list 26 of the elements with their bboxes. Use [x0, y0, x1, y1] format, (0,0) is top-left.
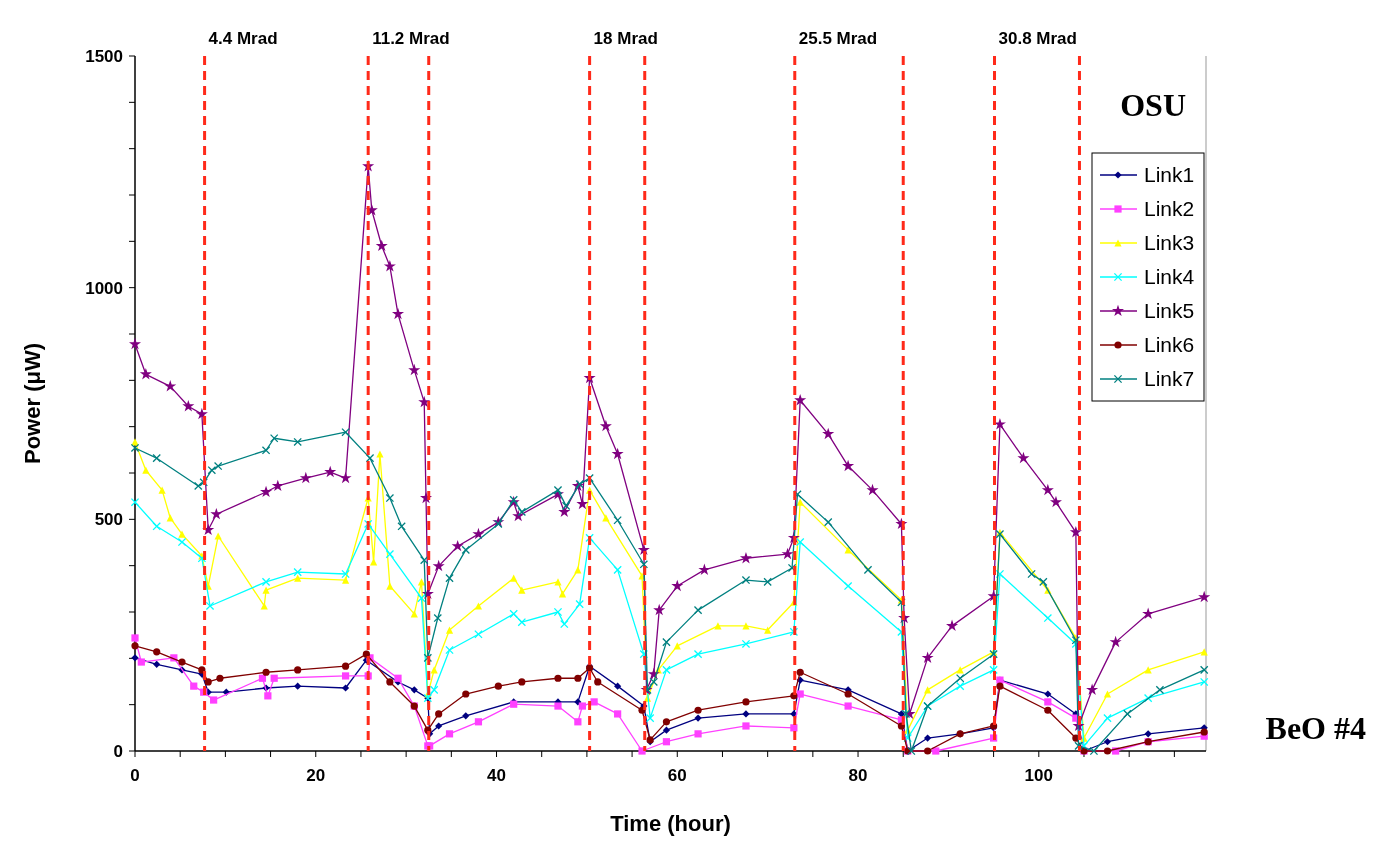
ref-line-label: 25.5 Mrad: [798, 29, 878, 48]
x-tick-label: 20: [306, 766, 326, 785]
y-tick-label: 1000: [85, 278, 123, 298]
legend-label: Link6: [1144, 333, 1195, 357]
legend-label: Link4: [1144, 265, 1195, 289]
annotation: OSU: [1120, 87, 1186, 123]
x-tick-label: 80: [848, 766, 868, 785]
ref-line-label: 30.8 Mrad: [998, 29, 1077, 48]
x-tick-label: 60: [667, 766, 687, 785]
y-tick-label: 1500: [85, 46, 123, 66]
text: BeO #4: [1265, 710, 1366, 746]
x-axis-title: Time (hour): [610, 811, 731, 836]
legend-label: Link7: [1144, 367, 1195, 391]
ref-line-label: 18 Mrad: [593, 29, 658, 48]
ref-line-label: 4.4 Mrad: [208, 29, 278, 48]
x-tick-label: 100: [1024, 766, 1053, 785]
legend-label: Link3: [1144, 231, 1195, 255]
legend-label: Link5: [1144, 299, 1195, 323]
y-axis-title: Power (μW): [20, 342, 45, 465]
legend-label: Link1: [1144, 163, 1195, 187]
y-tick-label: 0: [113, 741, 123, 761]
legend-label: Link2: [1144, 197, 1195, 221]
ref-line-label: 11.2 Mrad: [372, 29, 450, 48]
x-tick-label: 0: [130, 766, 140, 785]
x-tick-label: 40: [487, 766, 506, 785]
y-tick-label: 500: [94, 510, 123, 530]
